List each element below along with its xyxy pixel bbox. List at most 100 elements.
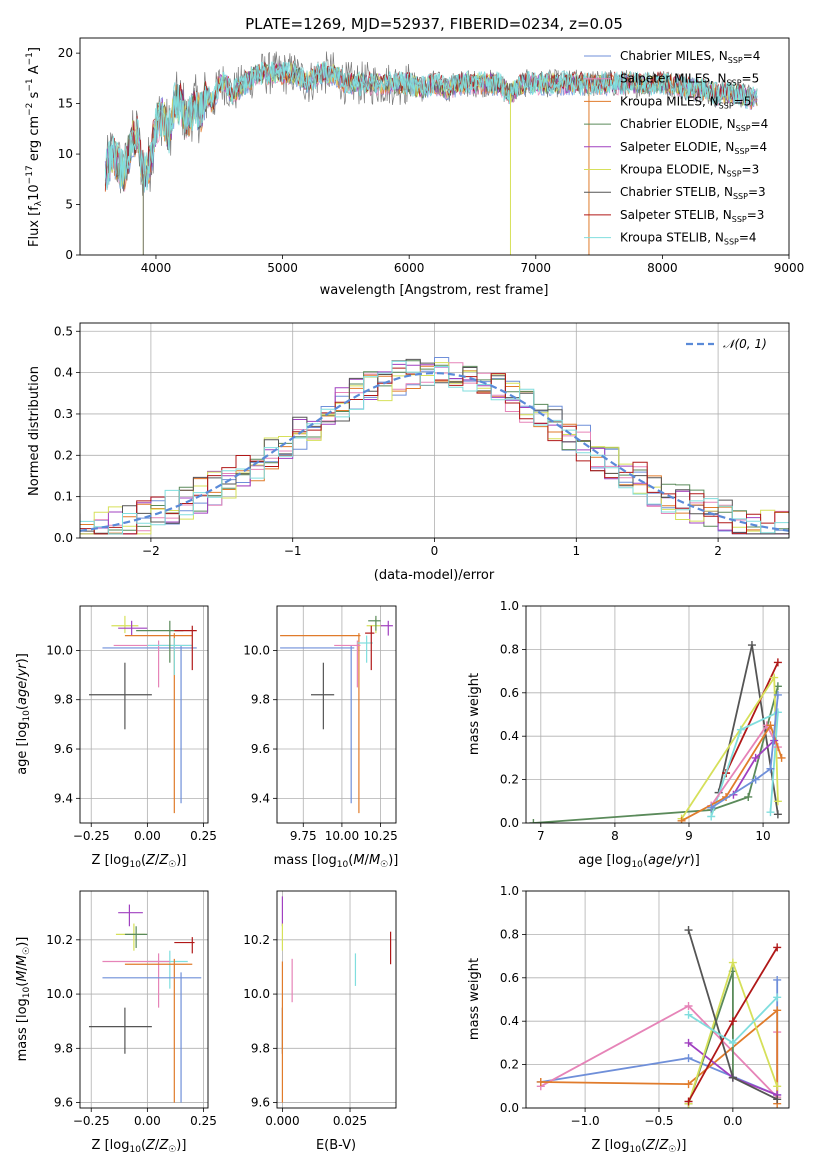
y-tick-label: 0.6	[500, 686, 519, 700]
axes-frame	[79, 890, 209, 1109]
x-tick-label: −1.0	[571, 1114, 600, 1128]
spectrum-panel: PLATE=1269, MJD=52937, FIBERID=0234, z=0…	[25, 15, 804, 298]
weight-point-marker	[773, 993, 782, 1002]
age-massweight-xlabel: age [log10(age/yr)]	[578, 853, 700, 870]
y-tick-label: 1.0	[500, 884, 519, 898]
x-tick-label: 9000	[774, 261, 805, 275]
x-tick-label: 4000	[141, 261, 172, 275]
y-tick-label: 0.1	[54, 490, 73, 504]
histogram-ylabel: Normed distribution	[27, 366, 42, 496]
axes-frame	[79, 37, 790, 256]
weight-point-marker	[684, 1002, 693, 1011]
x-tick-label: 9.75	[290, 829, 317, 843]
age-massweight-panel: age [log10(age/yr)] mass weight 7 8 9 10 0.0…	[467, 599, 790, 870]
z-massweight-ylabel: mass weight	[467, 958, 482, 1040]
y-tick-label: 0.0	[500, 816, 519, 830]
y-tick-label: 9.4	[251, 791, 270, 805]
weight-point-marker	[766, 764, 775, 773]
x-tick-label: −0.5	[644, 1114, 673, 1128]
x-tick-label: 7	[537, 829, 545, 843]
x-tick-label: 10.25	[363, 829, 397, 843]
y-tick-label: 9.6	[251, 742, 270, 756]
y-tick-label: 9.6	[54, 742, 73, 756]
y-tick-label: 9.8	[251, 693, 270, 707]
legend-label: Kroupa STELIB, NSSP=4	[620, 231, 757, 247]
grid-lines	[80, 323, 789, 539]
spectrum-title: PLATE=1269, MJD=52937, FIBERID=0234, z=0…	[245, 15, 623, 33]
weight-point-marker	[766, 721, 775, 730]
x-tick-label: 8000	[647, 261, 678, 275]
y-tick-label: 0.0	[54, 531, 73, 545]
weight-point-marker	[744, 792, 753, 801]
x-tick-label: 0.025	[333, 1114, 367, 1128]
y-tick-label: 10.0	[243, 643, 270, 657]
weight-point-marker	[773, 1006, 782, 1015]
grid-lines	[526, 890, 789, 1109]
y-tick-label: 9.8	[251, 1041, 270, 1055]
spectrum-legend: Chabrier MILES, NSSP=4 Salpeter MILES, NS…	[584, 49, 768, 247]
error-bars	[88, 904, 202, 1103]
grid-lines	[80, 891, 208, 1108]
y-tick-label: 0.3	[54, 407, 73, 421]
histogram-step-kroupa_stelib	[80, 360, 789, 535]
weight-point-marker	[707, 812, 716, 821]
x-tick-label: 10	[755, 829, 770, 843]
x-tick-label: 8	[611, 829, 619, 843]
grid-lines	[277, 606, 396, 823]
legend-label: Chabrier STELIB, NSSP=3	[620, 185, 766, 201]
y-tick-label: 5	[65, 198, 73, 212]
z-age-ylabel: age [log10(age/yr)]	[15, 653, 32, 775]
grid-lines	[80, 606, 208, 823]
y-tick-label: 9.6	[54, 1096, 73, 1110]
weight-point-marker	[773, 810, 782, 819]
x-tick-label: 0.25	[190, 1114, 217, 1128]
x-tick-label: 7000	[521, 261, 552, 275]
x-tick-label: 2	[714, 544, 722, 558]
weight-point-marker	[728, 1017, 737, 1026]
weight-line-kroupa_stelib	[710, 710, 779, 817]
y-tick-label: 0.8	[500, 642, 519, 656]
spectrum-xlabel: wavelength [Angstrom, rest frame]	[320, 283, 549, 298]
x-tick-label: −1	[284, 544, 302, 558]
ebv-mass-panel: E(B-V) 0.000 0.025 9.6 9.8 10.0 10.2	[243, 890, 397, 1153]
x-tick-label: 0.25	[190, 829, 217, 843]
y-tick-label: 0.4	[500, 1014, 519, 1028]
y-tick-label: 15	[58, 97, 73, 111]
legend-gauss-label: 𝒩(0, 1)	[723, 337, 767, 351]
weight-point-marker	[766, 808, 775, 817]
x-tick-label: 1	[572, 544, 580, 558]
weight-point-marker	[773, 1082, 782, 1091]
x-tick-label: −0.25	[73, 829, 110, 843]
axes-frame	[79, 322, 790, 539]
x-tick-label: −0.25	[73, 1114, 110, 1128]
y-tick-label: 0.2	[500, 1058, 519, 1072]
weight-point-marker	[747, 641, 756, 650]
y-tick-label: 0.6	[500, 971, 519, 985]
weight-point-marker	[707, 803, 716, 812]
weight-lines	[529, 641, 786, 823]
x-tick-label: 10.00	[325, 829, 359, 843]
y-tick-label: 0.8	[500, 927, 519, 941]
weight-point-marker	[770, 673, 779, 682]
error-bars	[281, 896, 392, 1103]
weight-point-marker	[728, 1073, 737, 1082]
y-tick-label: 9.8	[54, 693, 73, 707]
y-tick-label: 10.0	[46, 643, 73, 657]
weight-lines	[536, 926, 782, 1108]
weight-line-chabrier_miles	[710, 694, 779, 809]
axes-frame	[525, 890, 790, 1109]
mass-age-panel: mass [log10(M/M☉)] 9.75 10.00 10.25 9.4 9.6 9…	[243, 605, 398, 870]
spectrum-lines	[104, 51, 758, 255]
x-tick-label: 0.00	[134, 829, 161, 843]
y-tick-label: 10.2	[243, 933, 270, 947]
y-tick-label: 10.0	[243, 987, 270, 1001]
axes-frame	[525, 605, 790, 824]
y-tick-label: 9.4	[54, 791, 73, 805]
x-tick-label: 0.000	[265, 1114, 299, 1128]
x-tick-label: 0	[431, 544, 439, 558]
x-tick-label: 6000	[394, 261, 425, 275]
weight-line-kroupa_miles	[681, 723, 783, 822]
axes-frame	[276, 605, 397, 824]
x-tick-label: 9	[685, 829, 693, 843]
